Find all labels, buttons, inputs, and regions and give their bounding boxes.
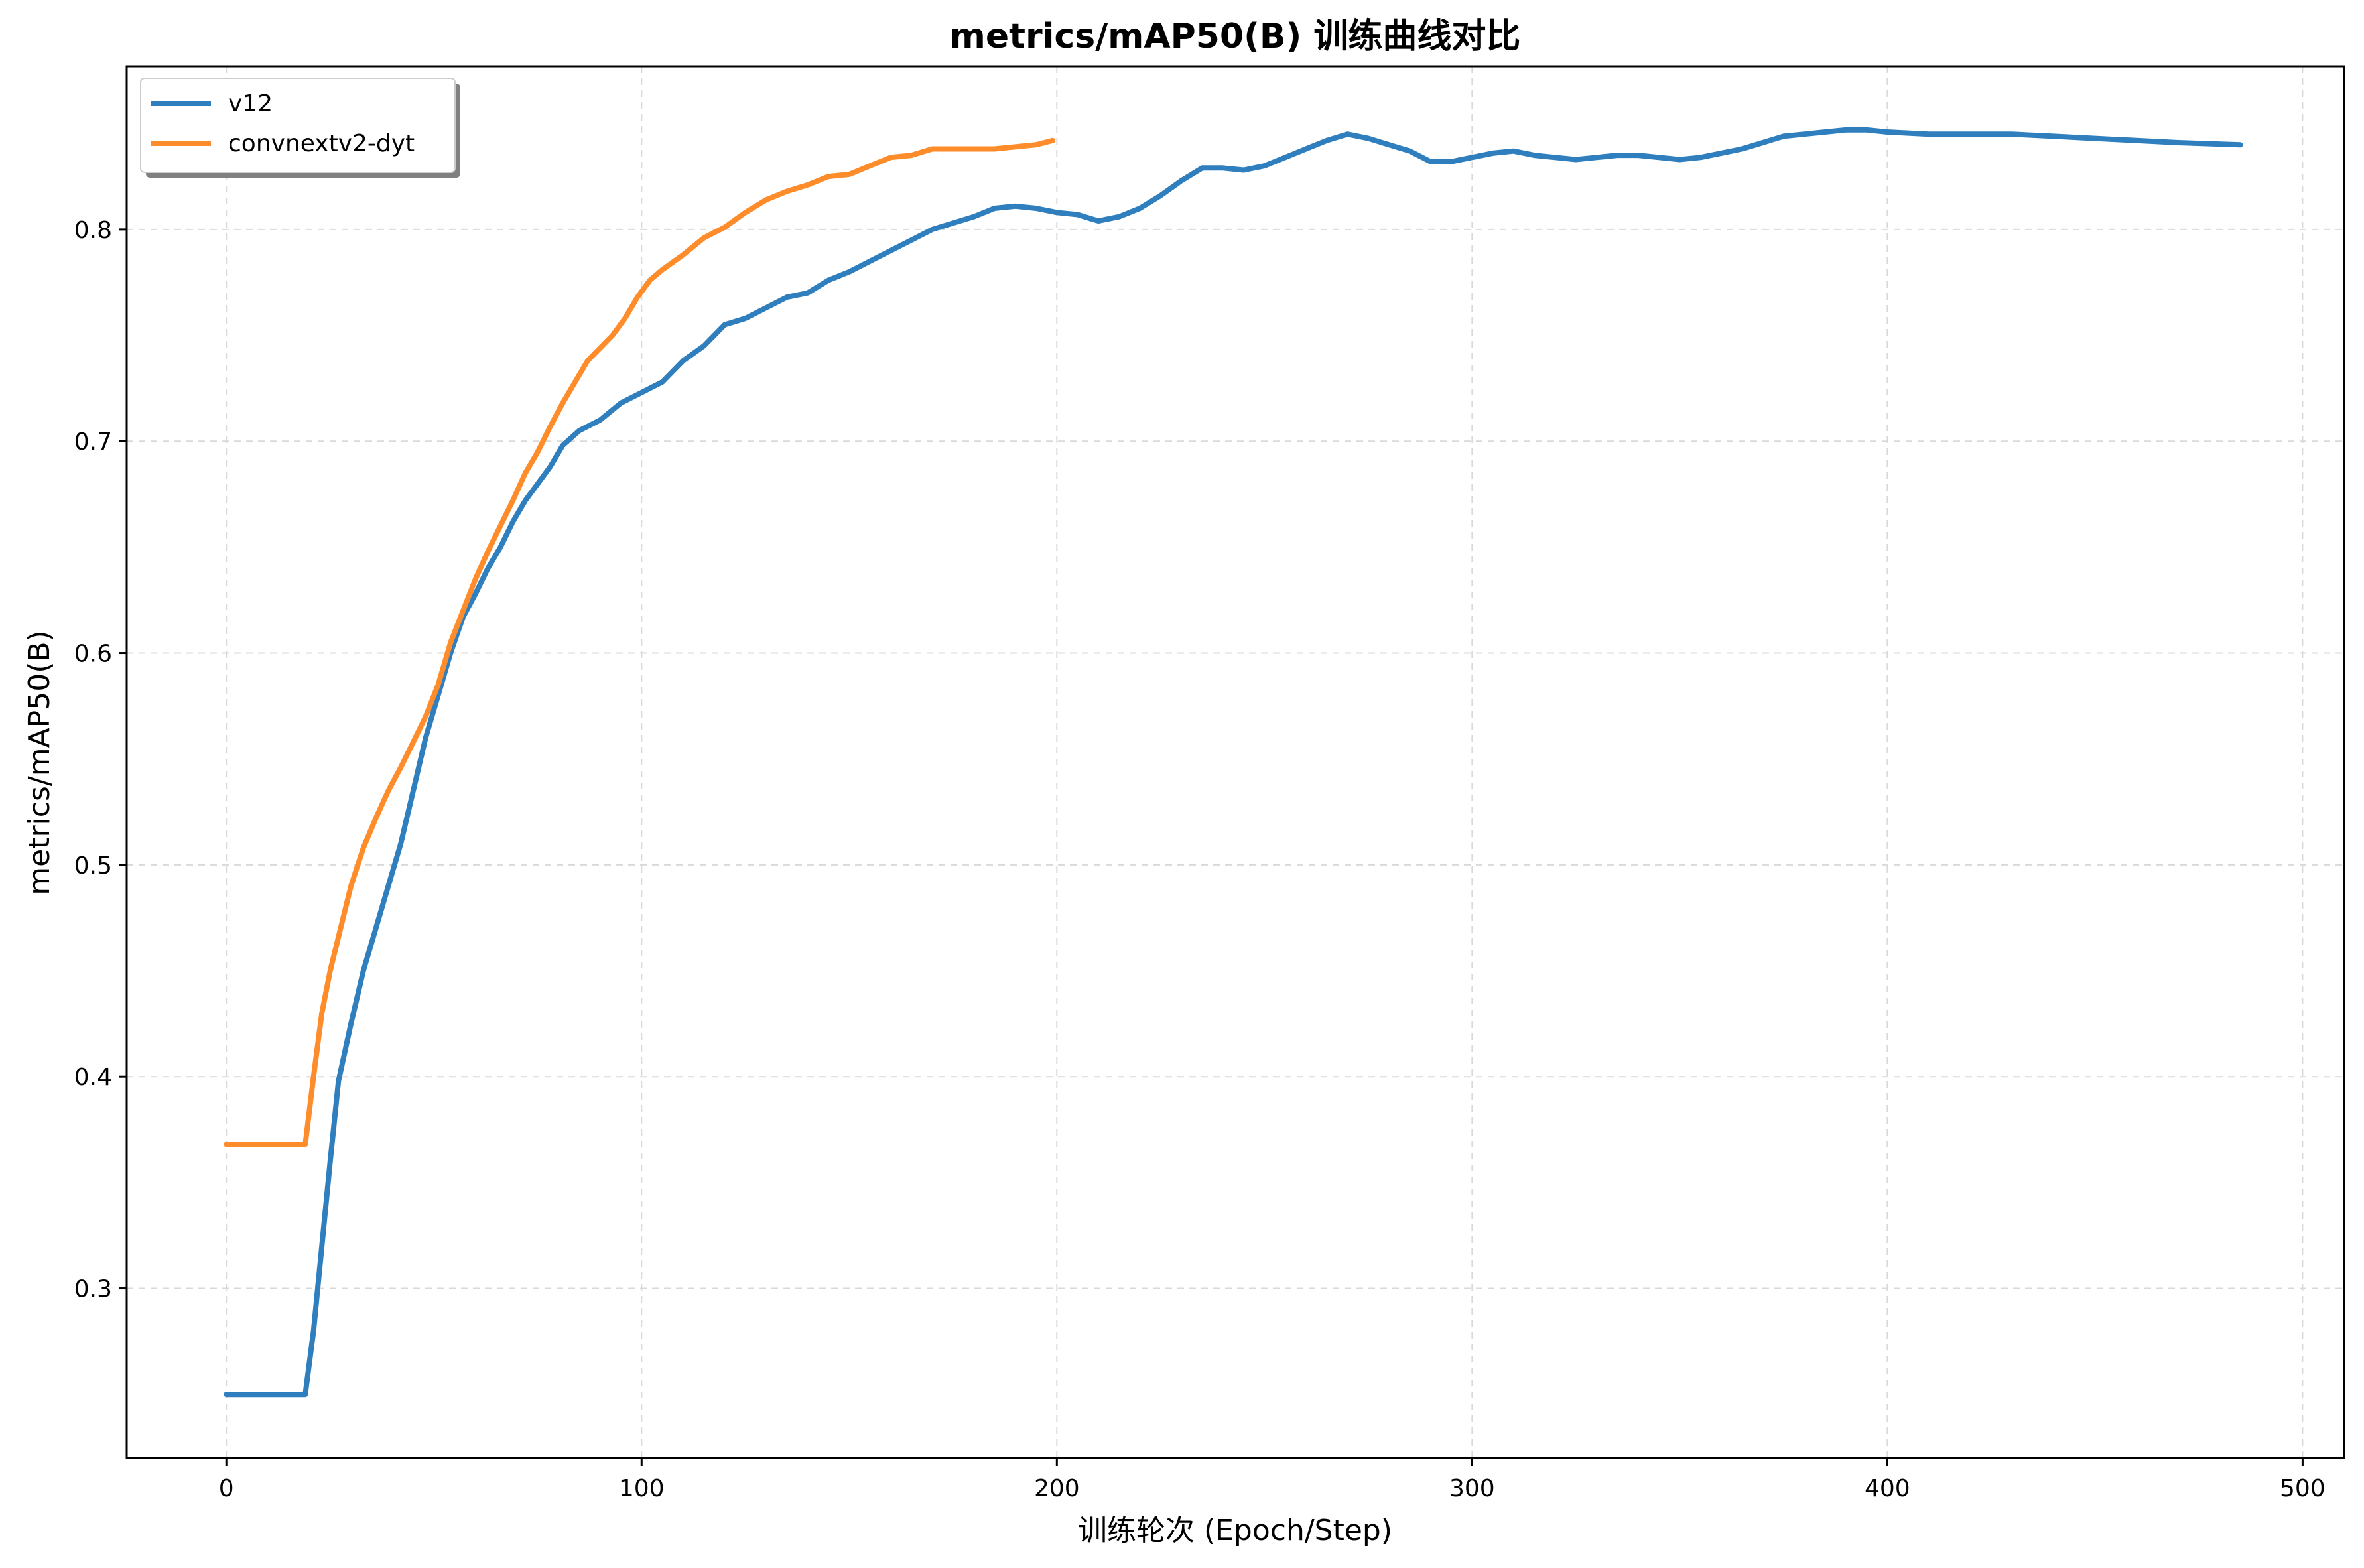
x-tick-label: 200 <box>1034 1475 1080 1502</box>
axis-ticks: 0 100 200 300 400 500 0.3 0.4 0.5 0.6 0.7 0.8 <box>74 217 2326 1502</box>
legend: v12 convnextv2-dyt <box>140 78 460 178</box>
y-tick-label: 0.5 <box>74 852 112 880</box>
grid-lines <box>127 66 2344 1458</box>
plot-area-frame <box>125 65 2345 1459</box>
y-tick-label: 0.7 <box>74 428 112 456</box>
series-lines <box>224 127 2243 1398</box>
chart-title: metrics/mAP50(B) 训练曲线对比 <box>950 17 1521 56</box>
legend-label-v12: v12 <box>228 90 273 117</box>
y-tick-label: 0.3 <box>74 1276 112 1303</box>
legend-label-convnextv2-dyt: convnextv2-dyt <box>228 130 415 157</box>
y-tick-label: 0.8 <box>74 217 112 244</box>
x-tick-label: 300 <box>1449 1475 1495 1502</box>
x-tick-label: 500 <box>2280 1475 2326 1502</box>
series-line-v12 <box>224 127 2243 1398</box>
y-tick-label: 0.4 <box>74 1064 112 1091</box>
x-tick-label: 400 <box>1865 1475 1910 1502</box>
series-line-convnextv2-dyt <box>224 137 1055 1147</box>
x-axis-title: 训练轮次 (Epoch/Step) <box>1078 1514 1392 1547</box>
y-axis-title: metrics/mAP50(B) <box>23 630 56 895</box>
x-tick-label: 100 <box>619 1475 665 1502</box>
y-tick-label: 0.6 <box>74 641 112 668</box>
legend-box <box>140 78 456 173</box>
x-tick-label: 0 <box>219 1475 234 1502</box>
